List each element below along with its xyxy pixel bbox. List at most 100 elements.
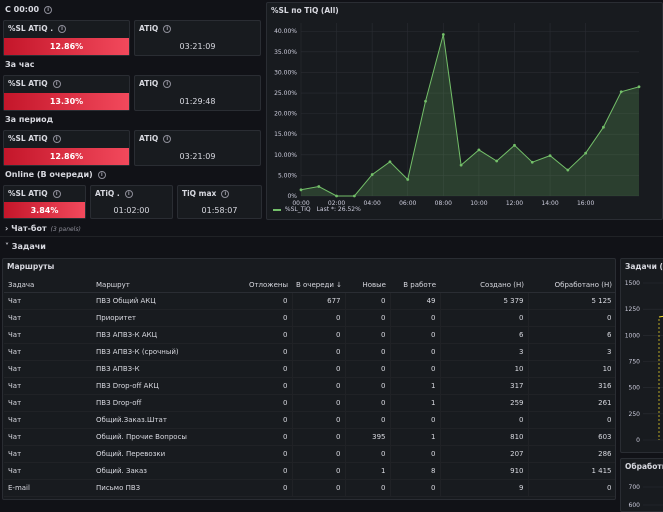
table-cell: 261: [528, 394, 615, 412]
info-icon[interactable]: i: [97, 170, 106, 179]
table-cell: 0: [292, 394, 346, 412]
data-point[interactable]: [441, 33, 445, 36]
data-point[interactable]: [619, 90, 623, 94]
x-tick-label: 16:00: [577, 200, 594, 207]
table-cell: 0: [390, 360, 441, 378]
y-tick-label: 5.00%: [278, 172, 297, 179]
column-header[interactable]: В очереди ↓: [292, 279, 345, 293]
table-row[interactable]: Чат Общий.Заказ.Штат 0 0 0 0 0 0: [4, 411, 615, 429]
info-icon[interactable]: i: [163, 80, 172, 88]
data-point[interactable]: [370, 173, 374, 176]
table-row[interactable]: Чат Общий. Перевозки 0 0 0 0 207 286: [4, 445, 615, 463]
table-row[interactable]: Чат Общий. Заказ 0 0 1 8 910 1 415: [4, 462, 615, 480]
processing-chart-panel: Обработка 700 600: [620, 458, 663, 512]
table-row[interactable]: Чат Общий. Прочие Вопросы 0 0 395 1 810 603: [4, 428, 615, 446]
info-icon[interactable]: i: [124, 190, 133, 198]
tasks-chart-panel: Задачи (All) 0 250 500 750 1000 1250 1500: [620, 258, 663, 453]
table-row[interactable]: Чат ПВЗ АПВЗ-К АКЦ 0 0 0 0 6 6: [4, 326, 615, 344]
table-row[interactable]: Чат ПВЗ Общий АКЦ 0 677 0 49 5 379 5 125: [4, 292, 615, 310]
stat-value: 01:58:07: [201, 205, 238, 215]
table-cell: 5 379: [440, 292, 529, 310]
data-point[interactable]: [317, 185, 321, 188]
data-point[interactable]: [602, 125, 605, 129]
data-point[interactable]: [352, 194, 356, 198]
x-tick-label: 12:00: [506, 200, 523, 207]
section-title-online-queue: Online (В очереди) i: [5, 170, 106, 179]
table-cell: 0: [292, 360, 346, 378]
chart-legend[interactable]: %SL_TiQ Last *: 26.52%: [273, 206, 361, 213]
x-tick-label: 02:00: [328, 200, 345, 207]
table-cell: ПВЗ АПВЗ-К АКЦ: [92, 326, 242, 344]
table-cell: Чат: [4, 462, 92, 480]
table-row[interactable]: Чат ПВЗ Drop-off АКЦ 0 0 0 1 317 316: [4, 377, 615, 395]
data-point[interactable]: [477, 148, 481, 152]
column-header[interactable]: Отложены: [242, 279, 292, 293]
column-header[interactable]: Обработано (Н): [528, 279, 615, 293]
data-point[interactable]: [548, 154, 552, 158]
info-icon[interactable]: i: [221, 190, 230, 198]
row-chat-bot[interactable]: › Чат-бот (3 panels): [5, 224, 81, 233]
table-cell: 0: [242, 343, 293, 361]
table-cell: 0: [242, 445, 293, 463]
info-icon[interactable]: i: [163, 135, 172, 143]
table-row[interactable]: Чат ПВЗ АПВЗ-К 0 0 0 0 10 10: [4, 360, 615, 378]
column-header[interactable]: В работе: [390, 279, 440, 293]
legend-last-value: Last *: 26.52%: [316, 206, 361, 213]
column-header[interactable]: Новые: [345, 279, 390, 293]
processing-chart[interactable]: 700 600: [621, 459, 663, 512]
chart-title: %SL по TiQ (All): [271, 6, 339, 15]
tasks-chart[interactable]: 0 250 500 750 1000 1250 1500: [621, 259, 663, 453]
stat-panel-atiq-today: ATiQ i 03:21:09: [134, 20, 261, 56]
table-cell: 9: [440, 479, 529, 497]
y-tick-label: 600: [629, 502, 641, 509]
table-cell: 0: [242, 360, 293, 378]
data-point[interactable]: [513, 143, 516, 147]
stat-panel-atiq-queue: ATiQ .i 01:02:00: [90, 185, 173, 219]
info-icon[interactable]: i: [52, 190, 61, 198]
table-cell: 1: [390, 428, 441, 446]
row-tasks[interactable]: ˅ Задачи: [5, 242, 46, 251]
table-row[interactable]: E-mail Письмо ПВЗ 0 0 0 0 9 0: [4, 479, 615, 497]
table-cell: 0: [242, 428, 293, 446]
table-row[interactable]: Чат ПВЗ АПВЗ-К (срочный) 0 0 0 0 3 3: [4, 343, 615, 361]
info-icon[interactable]: i: [163, 25, 172, 33]
info-icon[interactable]: i: [52, 80, 61, 88]
table-cell: 0: [242, 326, 293, 344]
data-point[interactable]: [406, 178, 410, 181]
sl-tiq-chart[interactable]: 0% 5.00% 10.00% 15.00% 20.00% 25.00% 30.00% 35.…: [267, 3, 662, 219]
table-cell: ПВЗ Drop-off: [92, 394, 242, 412]
data-point[interactable]: [424, 99, 427, 103]
stat-value: 01:29:48: [179, 97, 216, 106]
data-point[interactable]: [299, 188, 303, 192]
table-row[interactable]: Чат ПВЗ Drop-off 0 0 0 1 259 261: [4, 394, 615, 412]
table-cell: 0: [528, 309, 615, 327]
y-tick-label: 15.00%: [274, 131, 297, 138]
info-icon[interactable]: i: [44, 5, 53, 14]
table-cell: 0: [292, 445, 346, 463]
stat-value: 03:21:09: [179, 152, 216, 161]
stat-value: 13.30%: [4, 93, 129, 110]
data-point[interactable]: [495, 159, 499, 163]
data-point[interactable]: [637, 85, 641, 89]
row-panel-count: (3 panels): [50, 226, 81, 233]
table-row[interactable]: Чат Приоритет 0 0 0 0 0 0: [4, 309, 615, 327]
column-header[interactable]: Маршрут: [92, 279, 242, 293]
stat-panel-sl-atiq-queue: %SL ATiQ i 3.84%: [3, 185, 86, 219]
y-tick-label: 35.00%: [274, 49, 297, 56]
data-point[interactable]: [530, 160, 534, 164]
stat-panel-sl-atiq-today: %SL ATiQ .i 12.86%: [3, 20, 130, 56]
data-point[interactable]: [335, 194, 338, 198]
table-cell: 49: [390, 292, 441, 310]
info-icon[interactable]: i: [52, 135, 61, 143]
info-icon[interactable]: i: [58, 25, 67, 33]
x-tick-label: 04:00: [364, 200, 381, 207]
x-tick-label: 14:00: [541, 200, 558, 207]
column-header[interactable]: Создано (Н): [440, 279, 528, 293]
column-header[interactable]: Задача: [4, 279, 92, 293]
data-point[interactable]: [388, 160, 392, 164]
data-point[interactable]: [566, 168, 570, 172]
data-point[interactable]: [459, 163, 463, 167]
data-point[interactable]: [584, 151, 588, 155]
y-tick-label: 25.00%: [274, 90, 297, 97]
table-cell: 0: [345, 326, 391, 344]
